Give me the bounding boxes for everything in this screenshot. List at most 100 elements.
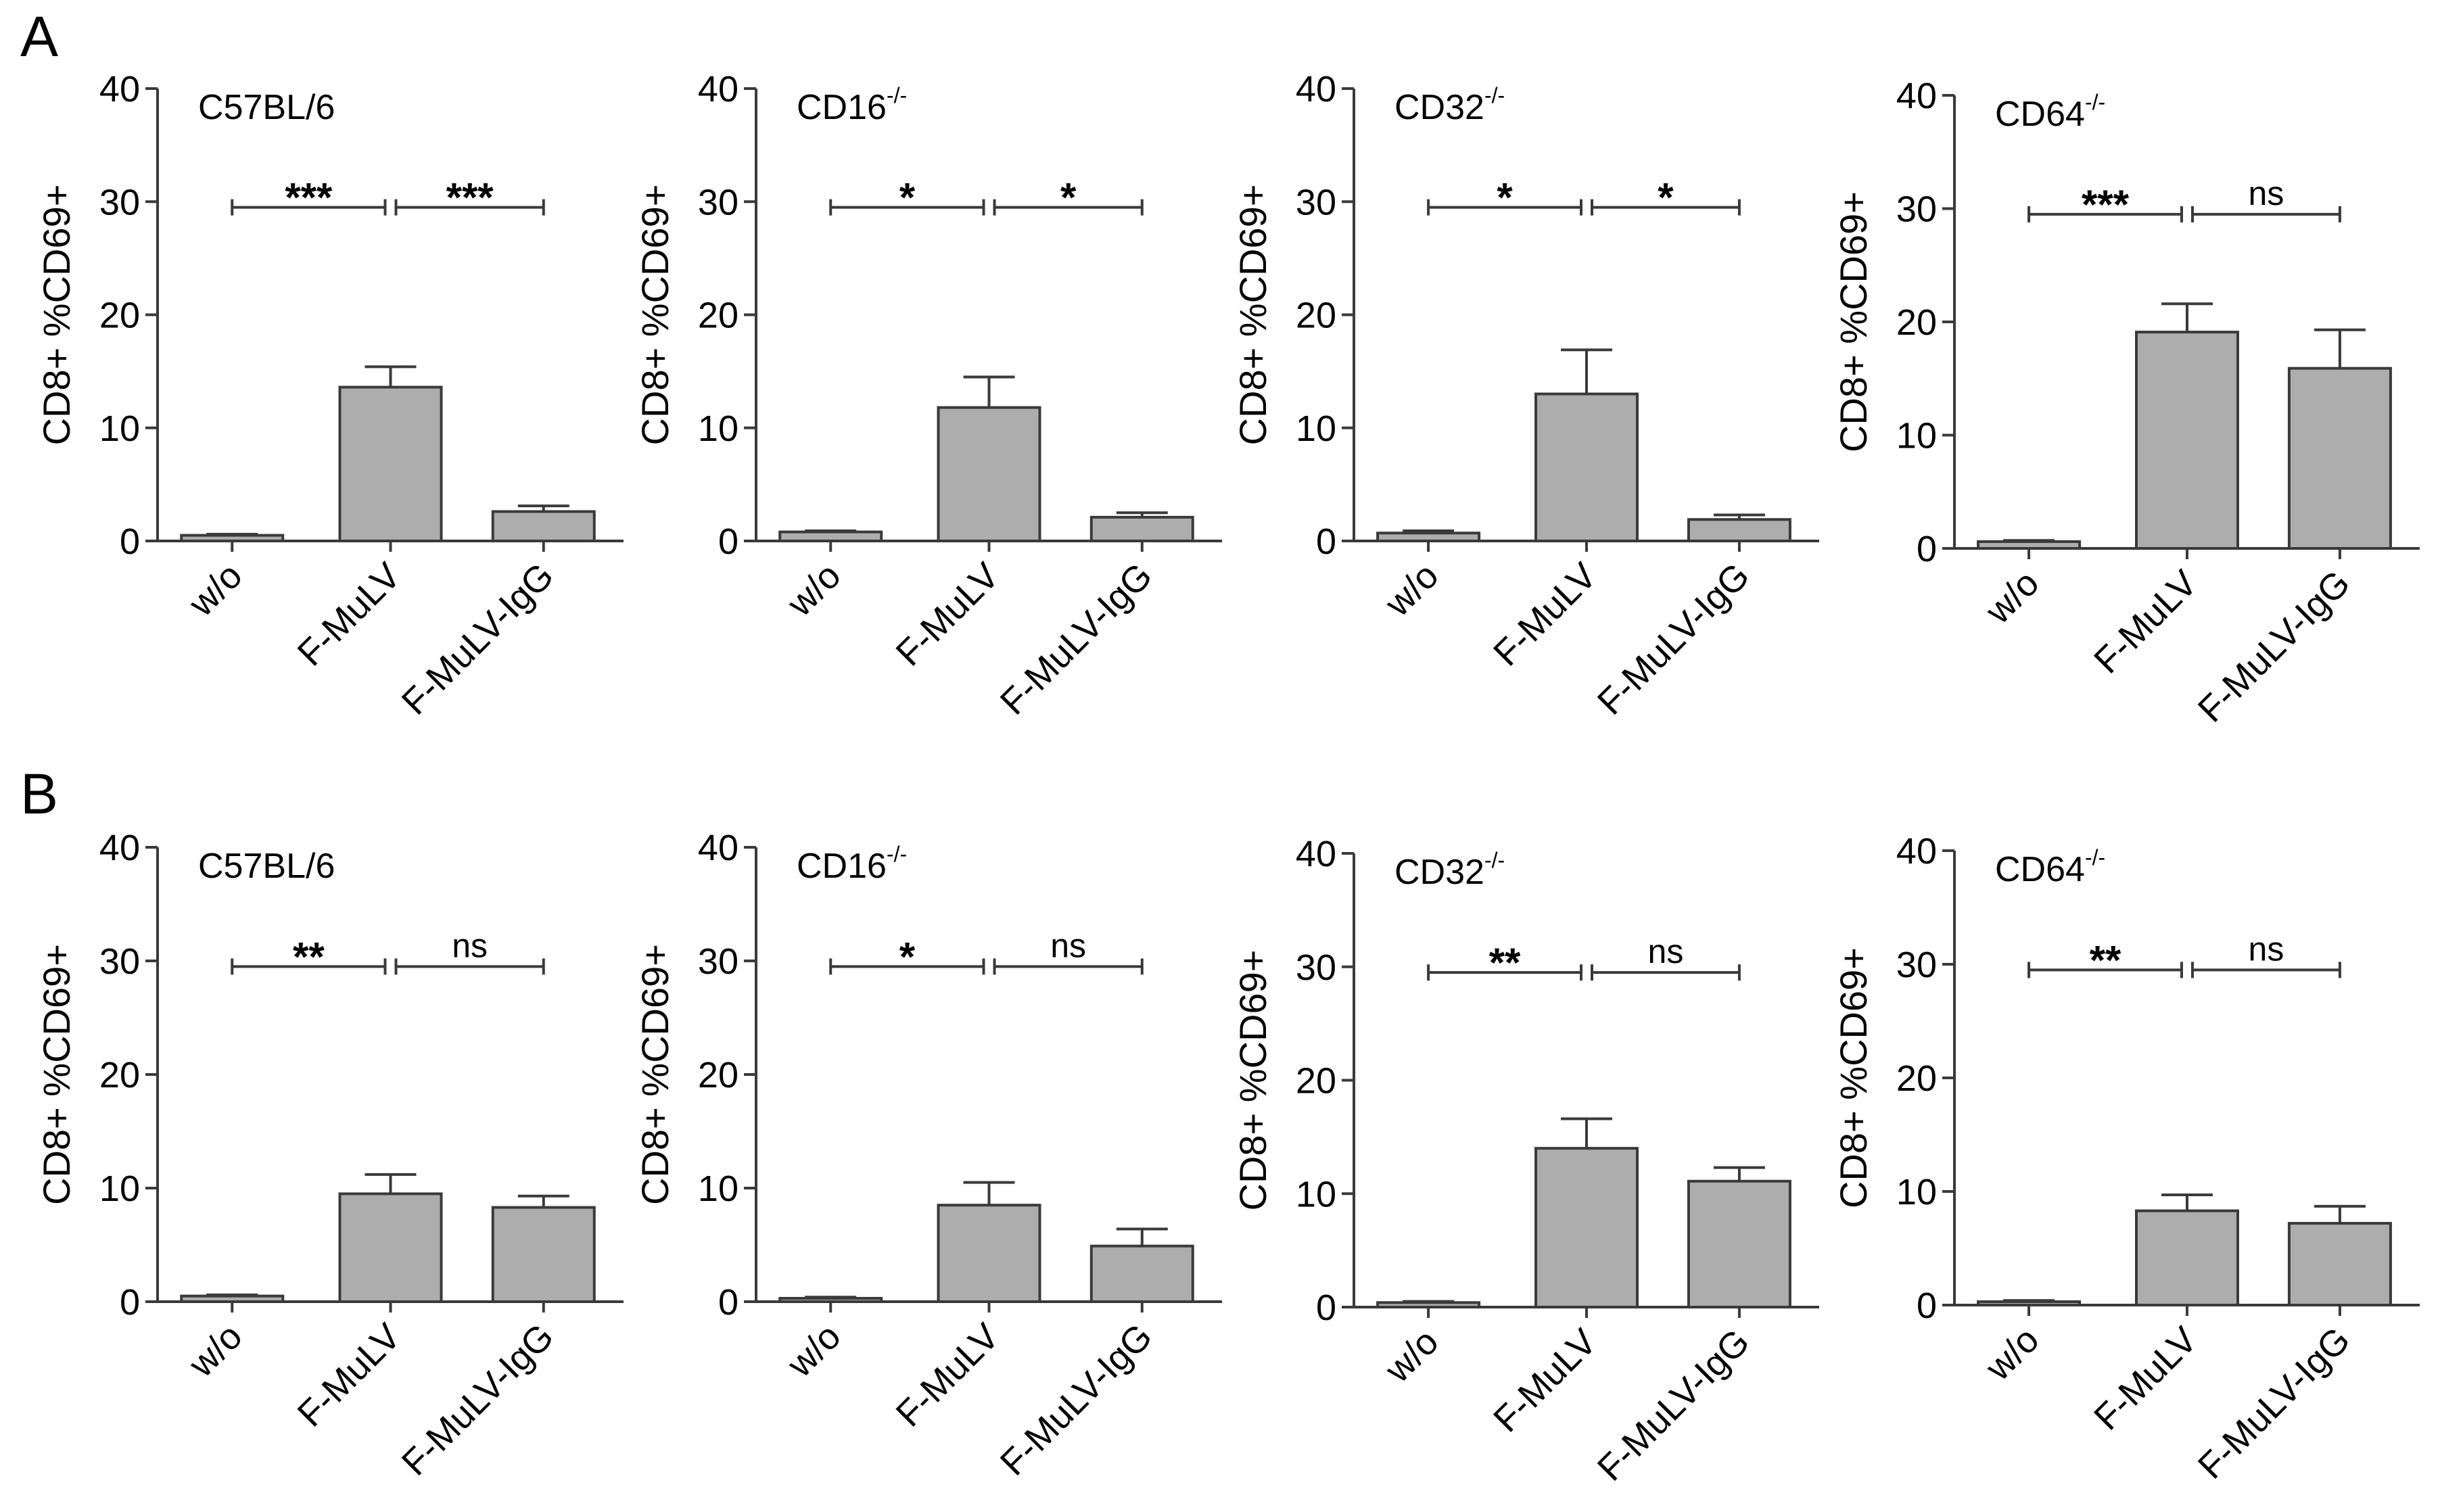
x-tick-label: F-MuLV-IgG	[394, 555, 562, 723]
bar-w-o	[1376, 1301, 1481, 1309]
bar-f-mulv-igg	[491, 1206, 596, 1304]
chart-3: 0 10 20 30 40 CD8+ %CD69+ CD32-/- w/o F-MuLVF-Mu…	[1231, 69, 1819, 723]
y-tick-label: 30	[1896, 189, 1937, 230]
y-tick-label: 10	[99, 408, 140, 449]
y-tick-label: 20	[1296, 1061, 1336, 1102]
y-tick-label: 30	[99, 941, 140, 982]
y-tick-label: 40	[1896, 831, 1937, 872]
significance-label: ns	[1050, 926, 1086, 964]
y-tick-label: 40	[99, 828, 140, 868]
y-tick-label: 40	[698, 69, 738, 110]
y-tick-label: 20	[698, 296, 738, 336]
x-tick-label: F-MuLV-IgG	[2190, 563, 2358, 730]
bar-f-mulv	[1534, 1147, 1639, 1309]
bar-f-mulv	[937, 406, 1041, 543]
y-axis-label: CD8+ %CD69+	[634, 185, 676, 446]
significance-label: **	[293, 934, 325, 979]
chart-title-superscript: -/-	[2085, 90, 2105, 114]
panel-label-b: B	[20, 762, 59, 826]
bar-w-o	[180, 1294, 285, 1303]
chart-title-text: CD32	[1394, 88, 1484, 127]
x-tick-label: w/o	[779, 555, 849, 625]
x-tick-label: F-MuLV-IgG	[993, 555, 1160, 723]
chart-title: CD64-/-	[1995, 845, 2105, 889]
chart-8: 0 10 20 30 40 CD8+ %CD69+ CD64-/- w/o F-MuLVF-Mu…	[1832, 831, 2420, 1487]
x-tick-label: F-MuLV	[1486, 555, 1604, 674]
x-tick-label: F-MuLV	[2086, 563, 2205, 681]
y-tick-label: 20	[1296, 296, 1336, 336]
bar-f-mulv-igg	[1089, 1244, 1194, 1304]
x-tick-label: F-MuLV-IgG	[2190, 1319, 2358, 1487]
y-tick-label: 20	[698, 1055, 738, 1095]
y-tick-label: 30	[698, 941, 738, 982]
x-tick-label: F-MuLV	[889, 555, 1007, 674]
x-tick-label: w/o	[1977, 1319, 2047, 1389]
y-tick-label: 20	[99, 1055, 140, 1095]
bar-f-mulv-igg	[2287, 367, 2392, 550]
significance-label: ns	[2249, 174, 2284, 212]
significance-label: ***	[2082, 182, 2130, 227]
y-tick-label: 0	[718, 521, 738, 562]
bar-f-mulv-igg	[491, 510, 596, 543]
y-tick-label: 30	[1296, 182, 1336, 222]
chart-title-superscript: -/-	[887, 842, 907, 866]
chart-title-superscript: -/-	[887, 83, 907, 108]
chart-title-text: C57BL/6	[198, 88, 335, 127]
chart-title-text: CD16	[797, 847, 887, 886]
x-tick-label: F-MuLV-IgG	[394, 1316, 562, 1484]
y-tick-label: 0	[1316, 521, 1336, 562]
y-tick-label: 20	[1896, 1058, 1937, 1099]
chart-title-text: CD64	[1995, 95, 2085, 134]
bar-f-mulv-igg	[1687, 1179, 1791, 1308]
chart-title-superscript: -/-	[2085, 845, 2105, 870]
bar-f-mulv-igg	[1089, 515, 1194, 543]
y-tick-label: 20	[99, 296, 140, 336]
chart-title: C57BL/6	[198, 88, 335, 127]
y-axis-label: CD8+ %CD69+	[1231, 950, 1274, 1211]
bar-w-o	[778, 1296, 883, 1303]
bar-f-mulv	[1534, 392, 1639, 543]
significance-label: **	[1489, 940, 1521, 985]
bar-w-o	[1977, 540, 2082, 550]
bar-f-mulv	[338, 1192, 443, 1304]
chart-1: 0 10 20 30 40 CD8+ %CD69+ C57BL/6 w/o F-MuLVF-Mu…	[35, 69, 624, 723]
y-tick-label: 40	[1896, 76, 1937, 116]
chart-title: C57BL/6	[198, 847, 335, 886]
y-tick-label: 0	[1917, 529, 1937, 569]
bar-w-o	[180, 534, 285, 543]
chart-4: 0 10 20 30 40 CD8+ %CD69+ CD64-/- w/o F-MuLVF-Mu…	[1832, 76, 2420, 730]
y-tick-label: 30	[99, 182, 140, 222]
bar-w-o	[778, 530, 883, 542]
bar-f-mulv	[937, 1204, 1041, 1303]
significance-label: **	[2090, 937, 2121, 983]
y-tick-label: 40	[1296, 834, 1336, 874]
y-tick-label: 0	[120, 521, 140, 562]
x-tick-label: w/o	[181, 1316, 250, 1386]
x-tick-label: F-MuLV	[290, 555, 408, 674]
chart-title: CD32-/-	[1394, 848, 1505, 892]
y-tick-label: 0	[1917, 1285, 1937, 1326]
significance-label: *	[1497, 175, 1513, 220]
bar-f-mulv-igg	[1687, 518, 1791, 542]
y-tick-label: 30	[698, 182, 738, 222]
significance-label: ns	[2249, 930, 2284, 968]
significance-label: *	[899, 175, 916, 220]
y-axis-label: CD8+ %CD69+	[35, 185, 78, 446]
bar-w-o	[1977, 1300, 2082, 1306]
y-tick-label: 0	[718, 1282, 738, 1323]
bar-f-mulv-igg	[2287, 1222, 2392, 1307]
significance-label: *	[1658, 175, 1674, 220]
y-tick-label: 10	[1296, 1174, 1336, 1214]
bar-f-mulv	[2135, 1209, 2239, 1307]
chart-title-text: CD64	[1995, 850, 2085, 889]
x-tick-label: F-MuLV-IgG	[1590, 555, 1758, 723]
y-tick-label: 30	[1896, 945, 1937, 985]
chart-title-text: CD16	[797, 88, 887, 127]
y-tick-label: 10	[698, 408, 738, 449]
bar-f-mulv	[2135, 331, 2239, 550]
chart-6: 0 10 20 30 40 CD8+ %CD69+ CD16-/- w/o F-MuLVF-Mu…	[634, 828, 1222, 1484]
y-tick-label: 40	[99, 69, 140, 110]
y-tick-label: 30	[1296, 947, 1336, 988]
y-tick-label: 10	[99, 1168, 140, 1209]
